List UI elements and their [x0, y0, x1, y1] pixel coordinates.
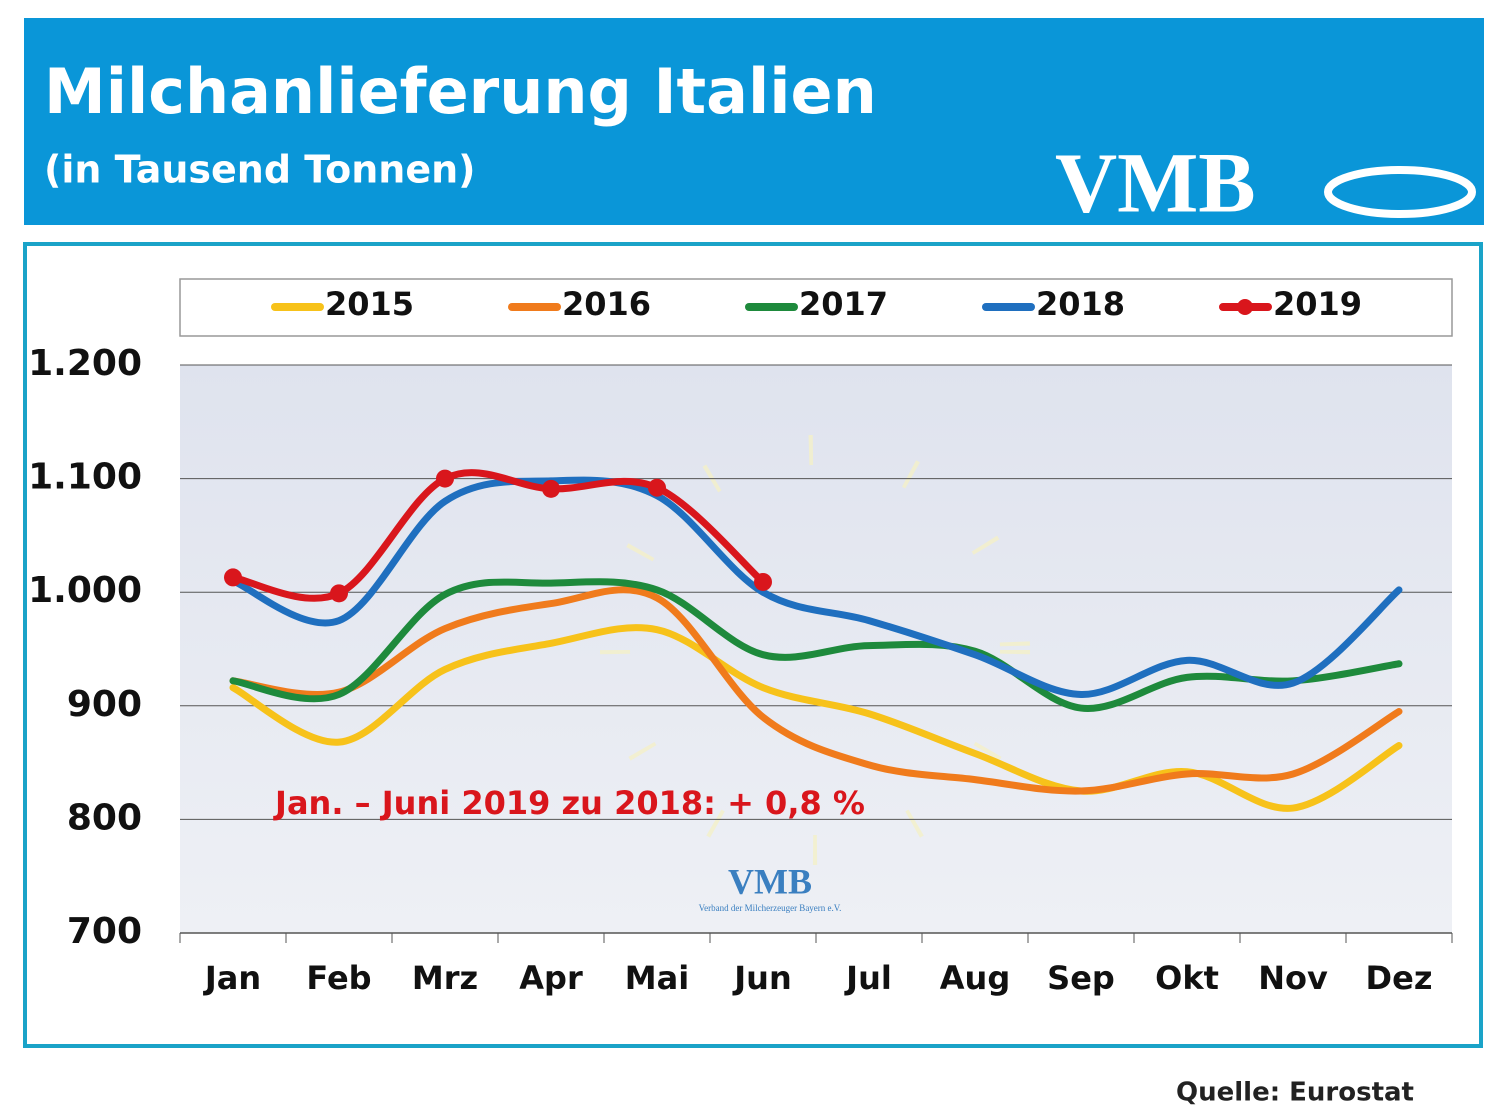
point — [224, 568, 242, 587]
y-tick-label: 1.000 — [28, 570, 142, 611]
x-tick-label: Nov — [1258, 959, 1328, 997]
y-tick-label: 700 — [67, 911, 142, 952]
header — [24, 18, 1484, 225]
subtitle: (in Tausend Tonnen) — [44, 148, 476, 192]
legend-label: 2019 — [1273, 285, 1362, 323]
source: Quelle: Eurostat — [1176, 1078, 1414, 1108]
annotation: Jan. – Juni 2019 zu 2018: + 0,8 % — [273, 784, 865, 822]
logo: VMB — [1055, 135, 1256, 231]
point — [436, 469, 454, 488]
x-tick-label: Sep — [1047, 959, 1115, 997]
x-tick-label: Mai — [625, 959, 689, 997]
x-tick-label: Aug — [940, 959, 1010, 997]
legend-label: 2017 — [799, 285, 888, 323]
y-tick-label: 1.200 — [28, 343, 142, 384]
legend-label: 2015 — [325, 285, 414, 323]
x-tick-label: Apr — [519, 959, 583, 997]
legend-marker — [1237, 299, 1253, 315]
x-tick-label: Jun — [732, 959, 791, 997]
eu-stars — [600, 435, 1030, 865]
x-tick-label: Jul — [844, 959, 892, 997]
x-tick-label: Mrz — [412, 959, 478, 997]
point — [542, 479, 560, 498]
x-tick-label: Dez — [1366, 959, 1433, 997]
y-tick-label: 800 — [67, 797, 142, 838]
logo-swoosh — [1324, 166, 1476, 218]
legend-label: 2016 — [562, 285, 651, 323]
watermark: VMB — [728, 861, 812, 901]
y-tick-label: 1.100 — [28, 457, 142, 498]
x-tick-label: Jan — [203, 959, 261, 997]
legend-label: 2018 — [1036, 285, 1125, 323]
series-line — [229, 476, 1403, 698]
point — [330, 584, 348, 603]
x-tick-label: Feb — [306, 959, 371, 997]
series-line — [229, 578, 1403, 712]
y-tick-label: 900 — [67, 684, 142, 725]
point — [648, 478, 666, 497]
point — [754, 572, 772, 591]
series-line — [229, 586, 1403, 795]
x-tick-label: Okt — [1155, 959, 1219, 997]
title: Milchanlieferung Italien — [44, 55, 877, 128]
watermark-subtitle: Verband der Milcherzeuger Bayern e.V. — [699, 903, 842, 913]
